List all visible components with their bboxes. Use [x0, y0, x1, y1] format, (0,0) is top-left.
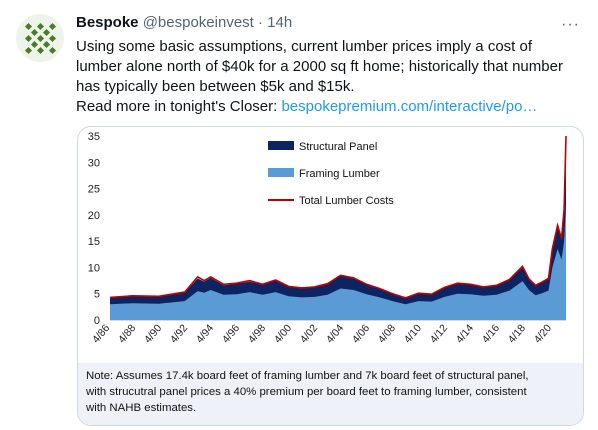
tweet-header: Bespoke @bespokeinvest · 14h [76, 12, 584, 34]
y-tick-label: 25 [88, 184, 100, 196]
x-tick-label: 4/10 [402, 322, 424, 345]
logo-cell [48, 22, 57, 31]
more-options-icon[interactable]: ··· [561, 16, 580, 33]
x-tick-label: 4/94 [194, 322, 216, 345]
logo-cell [36, 22, 45, 31]
note-line-2: with strucutral panel prices a 40% premi… [86, 386, 527, 398]
media-card[interactable]: 0 5 10 15 20 25 30 35 4/86 4/88 4/90 4/92 4/94 4/96 4/… [77, 126, 584, 426]
tweet-text: Using some basic assumptions, current lu… [76, 37, 581, 117]
tweet-link[interactable]: bespokepremium.com/interactive/po… [281, 98, 538, 115]
bespoke-logo-icon [24, 22, 57, 55]
framing-lumber-area [110, 204, 566, 320]
logo-cell [24, 22, 33, 31]
y-tick-label: 5 [94, 289, 100, 301]
tweet-time[interactable]: 14h [267, 14, 293, 31]
legend-label: Total Lumber Costs [299, 195, 394, 207]
legend-label: Framing Lumber [299, 168, 380, 180]
x-tick-label: 4/90 [142, 322, 164, 345]
x-tick-label: 4/12 [428, 322, 450, 345]
y-tick-label: 35 [88, 131, 100, 143]
legend-swatch [268, 141, 294, 150]
user-handle[interactable]: @bespokeinvest [142, 14, 254, 31]
logo-cell [42, 28, 51, 37]
y-tick-label: 30 [88, 157, 100, 169]
x-tick-label: 4/06 [350, 322, 372, 345]
x-tick-label: 4/98 [246, 322, 268, 345]
y-tick-label: 10 [88, 262, 100, 274]
note-line-1: Note: Assumes 17.4k board feet of framin… [86, 370, 529, 382]
display-name[interactable]: Bespoke [76, 14, 139, 31]
x-tick-label: 4/20 [532, 322, 554, 345]
logo-cell [36, 46, 45, 55]
x-tick-label: 4/14 [454, 322, 476, 345]
x-tick-label: 4/16 [480, 322, 502, 345]
read-more-prefix: Read more in tonight's Closer: [76, 98, 282, 115]
note-line-3: with NAHB estimates. [86, 402, 197, 414]
separator-dot: · [258, 14, 263, 31]
logo-cell [42, 40, 51, 49]
logo-cell [48, 46, 57, 55]
logo-cell [24, 34, 33, 43]
x-tick-label: 4/08 [376, 322, 398, 345]
x-tick-label: 4/00 [272, 322, 294, 345]
x-tick-label: 4/92 [168, 322, 190, 345]
x-tick-label: 4/04 [324, 322, 346, 345]
avatar[interactable] [16, 14, 64, 62]
y-tick-label: 15 [88, 236, 100, 248]
legend-label: Structural Panel [299, 141, 377, 153]
chart-note: Note: Assumes 17.4k board feet of framin… [78, 363, 583, 425]
x-tick-label: 4/88 [116, 322, 138, 345]
logo-cell [24, 46, 33, 55]
tweet-body: Using some basic assumptions, current lu… [76, 38, 563, 95]
total-lumber-line [109, 135, 567, 299]
y-tick-label: 0 [94, 315, 100, 327]
x-tick-label: 4/96 [220, 322, 242, 345]
logo-cell [36, 34, 45, 43]
y-tick-label: 20 [88, 210, 100, 222]
x-tick-label: 4/02 [298, 322, 320, 345]
logo-cell [48, 34, 57, 43]
x-tick-label: 4/18 [506, 322, 528, 345]
logo-cell [30, 40, 39, 49]
logo-cell [30, 28, 39, 37]
legend-swatch [268, 168, 294, 177]
